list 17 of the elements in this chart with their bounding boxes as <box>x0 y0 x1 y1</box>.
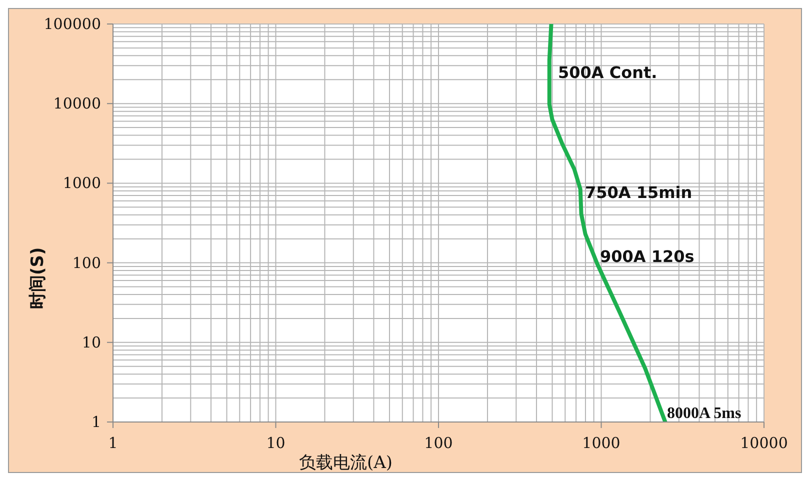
y-tick-label: 10000 <box>53 94 101 113</box>
x-tick-label: 10 <box>266 434 286 452</box>
y-axis-title: 时间(S) <box>28 247 48 309</box>
y-tick-label: 100000 <box>44 15 101 33</box>
x-tick-label: 1 <box>108 434 118 452</box>
y-tick-label: 1 <box>91 413 101 431</box>
x-tick-label: 10000 <box>740 434 788 452</box>
y-tick-label: 100 <box>72 254 101 272</box>
annotation: 750A 15min <box>585 183 692 202</box>
x-tick-label: 1000 <box>582 434 620 452</box>
y-tick-label: 10 <box>82 333 101 352</box>
y-tick-label: 1000 <box>62 174 101 192</box>
x-tick-label: 100 <box>424 434 453 452</box>
annotation: 500A Cont. <box>558 63 658 82</box>
x-axis-title: 负载电流(A) <box>299 453 393 473</box>
annotation: 8000A 5ms <box>667 405 742 422</box>
annotation: 900A 120s <box>600 247 694 266</box>
